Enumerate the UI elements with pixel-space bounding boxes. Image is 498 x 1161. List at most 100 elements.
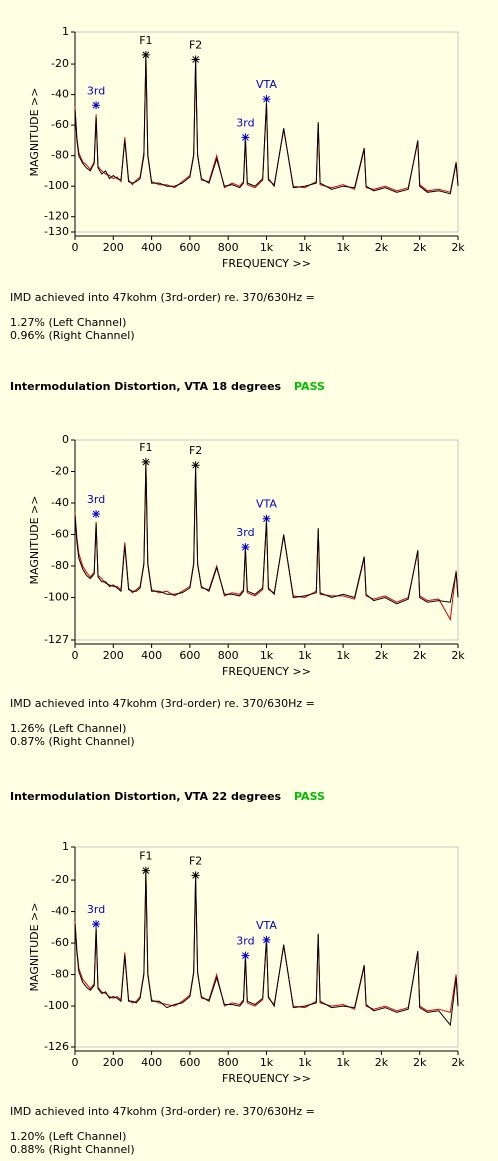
x-tick-label: 2k	[413, 649, 427, 662]
x-tick-label: 2k	[413, 241, 427, 254]
spectrum-line	[74, 54, 459, 195]
y-tick-label: -40	[51, 905, 69, 918]
y-tick-label: -20	[51, 464, 69, 477]
marker	[262, 95, 271, 104]
x-tick-label: 800	[218, 1056, 239, 1069]
annotation: F2	[189, 38, 202, 51]
x-tick-label: 200	[103, 241, 124, 254]
y-tick-label: -80	[51, 968, 69, 981]
y-tick-label: -60	[51, 118, 69, 131]
annotation: F1	[139, 441, 152, 454]
spectrum-line	[74, 56, 459, 193]
y-tick-label: -80	[51, 149, 69, 162]
marker	[262, 514, 271, 523]
y-axis-label: MAGNITUDE >>	[28, 903, 41, 992]
x-tick-label: 2k	[375, 241, 389, 254]
spectrum-line	[74, 461, 459, 605]
x-tick-label: 1k	[336, 649, 350, 662]
x-tick-label: 1k	[260, 1056, 274, 1069]
y-tick-label: -60	[51, 936, 69, 949]
marker	[191, 461, 200, 470]
y-tick-label: -127	[44, 633, 69, 646]
left-result: 1.26% (Left Channel)	[10, 722, 126, 735]
x-tick-label: 600	[179, 649, 200, 662]
annotation: 3rd	[236, 526, 254, 539]
annotation: F1	[139, 850, 152, 863]
y-tick-label: -20	[51, 57, 69, 70]
marker	[191, 871, 200, 880]
x-tick-label: 1k	[298, 241, 312, 254]
x-axis-label: FREQUENCY >>	[222, 257, 311, 270]
y-tick-label: 0	[62, 433, 69, 446]
y-tick-label: -20	[51, 873, 69, 886]
y-tick-label: -130	[44, 225, 69, 238]
y-tick-label: -40	[51, 496, 69, 509]
y-tick-label: -60	[51, 527, 69, 540]
x-tick-label: 200	[103, 1056, 124, 1069]
annotation: 3rd	[87, 903, 105, 916]
plot-area	[74, 31, 459, 233]
annotation: F2	[189, 444, 202, 457]
x-tick-label: 2k	[451, 1056, 465, 1069]
y-tick-label: -100	[44, 590, 69, 603]
marker	[141, 866, 150, 875]
y-tick-label: -126	[44, 1040, 69, 1053]
plot-area	[74, 439, 459, 641]
left-result: 1.20% (Left Channel)	[10, 1130, 126, 1143]
x-tick-label: 600	[179, 1056, 200, 1069]
x-tick-label: 0	[72, 649, 79, 662]
section-heading: Intermodulation Distortion, VTA 22 degre…	[10, 790, 282, 803]
x-tick-label: 400	[141, 1056, 162, 1069]
annotation: 3rd	[236, 116, 254, 129]
x-tick-label: 0	[72, 241, 79, 254]
x-tick-label: 200	[103, 649, 124, 662]
x-tick-label: 2k	[375, 649, 389, 662]
x-tick-label: 1k	[260, 241, 274, 254]
imd-text: IMD achieved into 47kohm (3rd-order) re.…	[10, 1105, 315, 1118]
annotation: VTA	[256, 78, 277, 91]
marker	[141, 458, 150, 467]
x-tick-label: 800	[218, 649, 239, 662]
spectrum-line	[74, 463, 459, 622]
y-tick-label: -80	[51, 559, 69, 572]
x-tick-label: 400	[141, 649, 162, 662]
spectrum-line	[74, 870, 459, 1027]
y-tick-label: -100	[44, 179, 69, 192]
marker	[92, 101, 101, 110]
x-tick-label: 1k	[298, 649, 312, 662]
x-tick-label: 1k	[336, 241, 350, 254]
y-axis-label: MAGNITUDE >>	[28, 496, 41, 585]
x-tick-label: 2k	[451, 649, 465, 662]
x-tick-label: 2k	[375, 1056, 389, 1069]
marker	[92, 920, 101, 929]
y-tick-label: -100	[44, 999, 69, 1012]
marker	[241, 543, 250, 552]
right-result: 0.88% (Right Channel)	[10, 1143, 135, 1156]
x-tick-label: 1k	[298, 1056, 312, 1069]
x-tick-label: 2k	[413, 1056, 427, 1069]
marker	[262, 935, 271, 944]
marker	[241, 133, 250, 142]
imd-text: IMD achieved into 47kohm (3rd-order) re.…	[10, 291, 315, 304]
annotation: VTA	[256, 919, 277, 932]
annotation: VTA	[256, 498, 277, 511]
x-axis-label: FREQUENCY >>	[222, 1072, 311, 1085]
marker	[92, 510, 101, 519]
x-tick-label: 400	[141, 241, 162, 254]
y-tick-label: 1	[62, 25, 69, 38]
y-tick-label: 1	[62, 840, 69, 853]
status: PASS	[294, 380, 325, 393]
x-tick-label: 1k	[260, 649, 274, 662]
right-result: 0.87% (Right Channel)	[10, 735, 135, 748]
y-tick-label: -120	[44, 210, 69, 223]
annotation: 3rd	[87, 84, 105, 97]
x-tick-label: 600	[179, 241, 200, 254]
right-result: 0.96% (Right Channel)	[10, 329, 135, 342]
y-axis-label: MAGNITUDE >>	[28, 88, 41, 177]
x-tick-label: 800	[218, 241, 239, 254]
annotation: F2	[189, 854, 202, 867]
imd-text: IMD achieved into 47kohm (3rd-order) re.…	[10, 697, 315, 710]
marker	[191, 55, 200, 64]
x-tick-label: 2k	[451, 241, 465, 254]
